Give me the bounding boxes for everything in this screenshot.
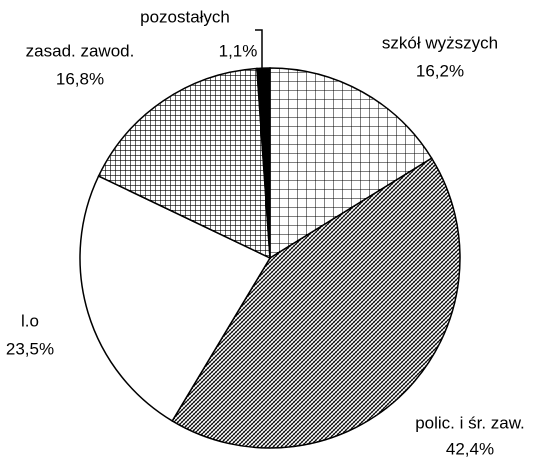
slice-label: polic. i śr. zaw. <box>415 413 525 432</box>
slice-label: zasad. zawod. <box>26 41 135 60</box>
pie-slice <box>171 157 461 449</box>
leader-line <box>255 29 263 72</box>
pie-slice <box>256 67 271 259</box>
slice-label: pozostałych <box>140 7 230 26</box>
slice-value-label: 16,2% <box>416 61 464 80</box>
pie-slice <box>269 67 433 260</box>
slice-value-label: 42,4% <box>446 439 494 458</box>
pie-slice <box>79 175 272 422</box>
slice-value-label: 23,5% <box>6 339 54 358</box>
slice-label: szkół wyższych <box>382 33 498 52</box>
slice-value-label: 16,8% <box>56 69 104 88</box>
slice-value-label: 1,1% <box>219 41 258 60</box>
slice-label: l.o <box>21 311 39 330</box>
pie-slice <box>97 67 271 260</box>
